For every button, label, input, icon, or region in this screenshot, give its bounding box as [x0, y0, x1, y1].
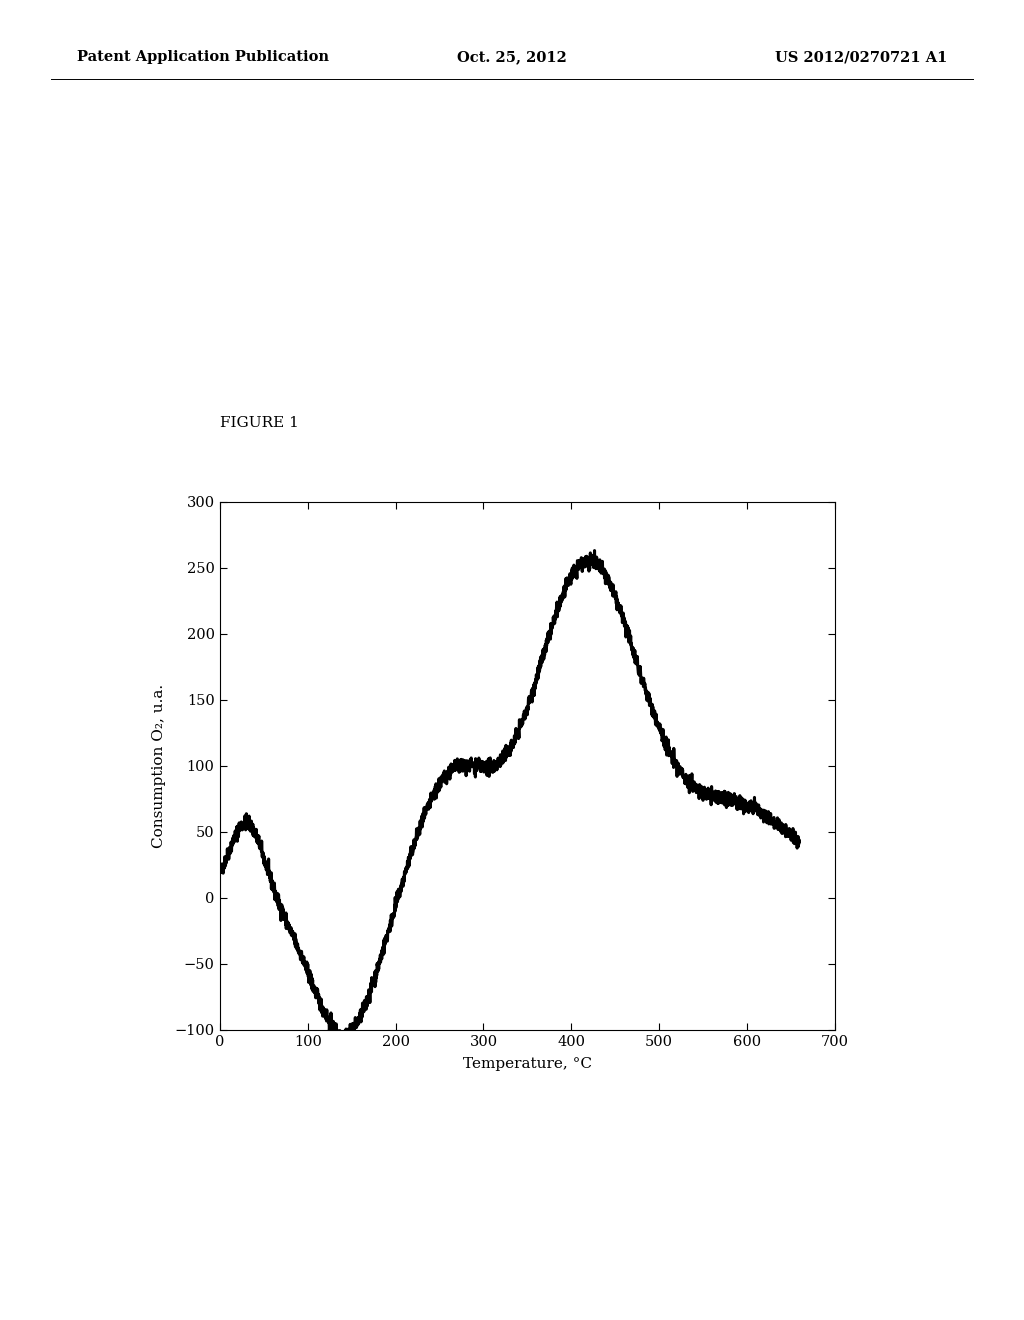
Text: Patent Application Publication: Patent Application Publication — [77, 50, 329, 65]
X-axis label: Temperature, °C: Temperature, °C — [463, 1057, 592, 1072]
Text: FIGURE 1: FIGURE 1 — [220, 416, 299, 430]
Text: Oct. 25, 2012: Oct. 25, 2012 — [457, 50, 567, 65]
Y-axis label: Consumption O₂, u.a.: Consumption O₂, u.a. — [153, 684, 166, 847]
Text: US 2012/0270721 A1: US 2012/0270721 A1 — [775, 50, 947, 65]
